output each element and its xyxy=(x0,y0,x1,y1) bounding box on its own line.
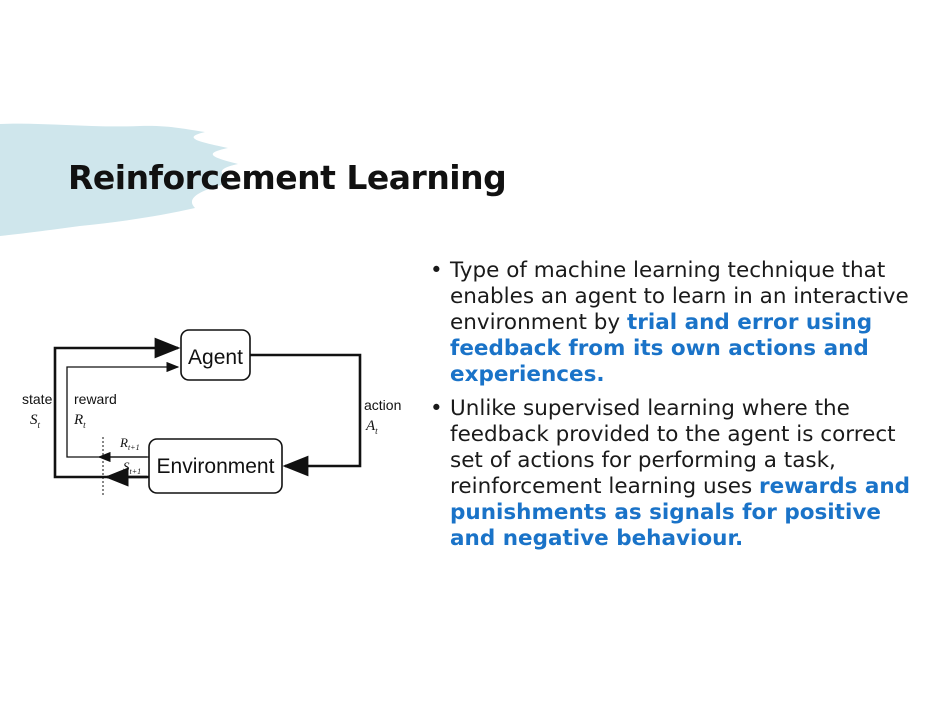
page-title: Reinforcement Learning xyxy=(68,158,507,197)
bullet-text: Unlike supervised learning where the fee… xyxy=(450,396,896,499)
next-reward-symbol: Rt+1 xyxy=(119,435,140,452)
environment-box xyxy=(148,438,283,494)
action-symbol: At xyxy=(365,418,378,436)
reward-symbol: Rt xyxy=(73,412,86,430)
state-label: state xyxy=(22,391,53,407)
bullet-list: • Type of machine learning technique tha… xyxy=(428,258,918,560)
state-symbol: St xyxy=(30,412,41,430)
environment-label: Environment xyxy=(157,455,275,478)
action-arrow xyxy=(250,353,362,477)
bullet-item: • Unlike supervised learning where the f… xyxy=(428,396,918,552)
brush-stroke-decoration xyxy=(0,123,238,236)
bullet-marker: • xyxy=(430,258,443,283)
agent-environment-diagram: Agent Environment state St reward Rt act… xyxy=(22,329,401,495)
bullet-end: . xyxy=(735,526,744,551)
bullet-highlight: rewards and punishments as signals for p… xyxy=(450,474,911,551)
bullet-text: Type of machine learning technique that … xyxy=(450,258,909,335)
reward-label: reward xyxy=(74,391,117,407)
action-label: action xyxy=(364,397,401,413)
bullet-end: . xyxy=(596,362,605,387)
agent-label: Agent xyxy=(188,346,243,369)
state-arrow xyxy=(53,337,181,479)
next-state-symbol: St+1 xyxy=(123,459,141,476)
bullet-marker: • xyxy=(430,396,443,421)
bullet-highlight: trial and error using feedback from its … xyxy=(450,310,873,387)
bullet-item: • Type of machine learning technique tha… xyxy=(428,258,918,388)
